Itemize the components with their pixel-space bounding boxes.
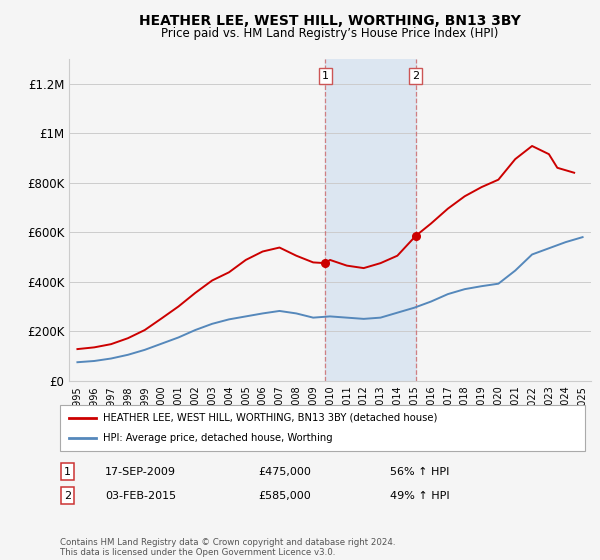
Text: HEATHER LEE, WEST HILL, WORTHING, BN13 3BY (detached house): HEATHER LEE, WEST HILL, WORTHING, BN13 3… xyxy=(103,413,437,423)
Text: Price paid vs. HM Land Registry’s House Price Index (HPI): Price paid vs. HM Land Registry’s House … xyxy=(161,27,499,40)
Text: HPI: Average price, detached house, Worthing: HPI: Average price, detached house, Wort… xyxy=(103,433,333,443)
Text: 2: 2 xyxy=(64,491,71,501)
Text: 03-FEB-2015: 03-FEB-2015 xyxy=(105,491,176,501)
Text: 2: 2 xyxy=(412,71,419,81)
Text: £475,000: £475,000 xyxy=(258,466,311,477)
Text: 17-SEP-2009: 17-SEP-2009 xyxy=(105,466,176,477)
Bar xyxy=(325,59,416,381)
Text: 1: 1 xyxy=(64,466,71,477)
Text: £585,000: £585,000 xyxy=(258,491,311,501)
Text: Contains HM Land Registry data © Crown copyright and database right 2024.
This d: Contains HM Land Registry data © Crown c… xyxy=(60,538,395,557)
Text: 56% ↑ HPI: 56% ↑ HPI xyxy=(390,466,449,477)
Text: 1: 1 xyxy=(322,71,329,81)
Text: 49% ↑ HPI: 49% ↑ HPI xyxy=(390,491,449,501)
Text: HEATHER LEE, WEST HILL, WORTHING, BN13 3BY: HEATHER LEE, WEST HILL, WORTHING, BN13 3… xyxy=(139,14,521,28)
